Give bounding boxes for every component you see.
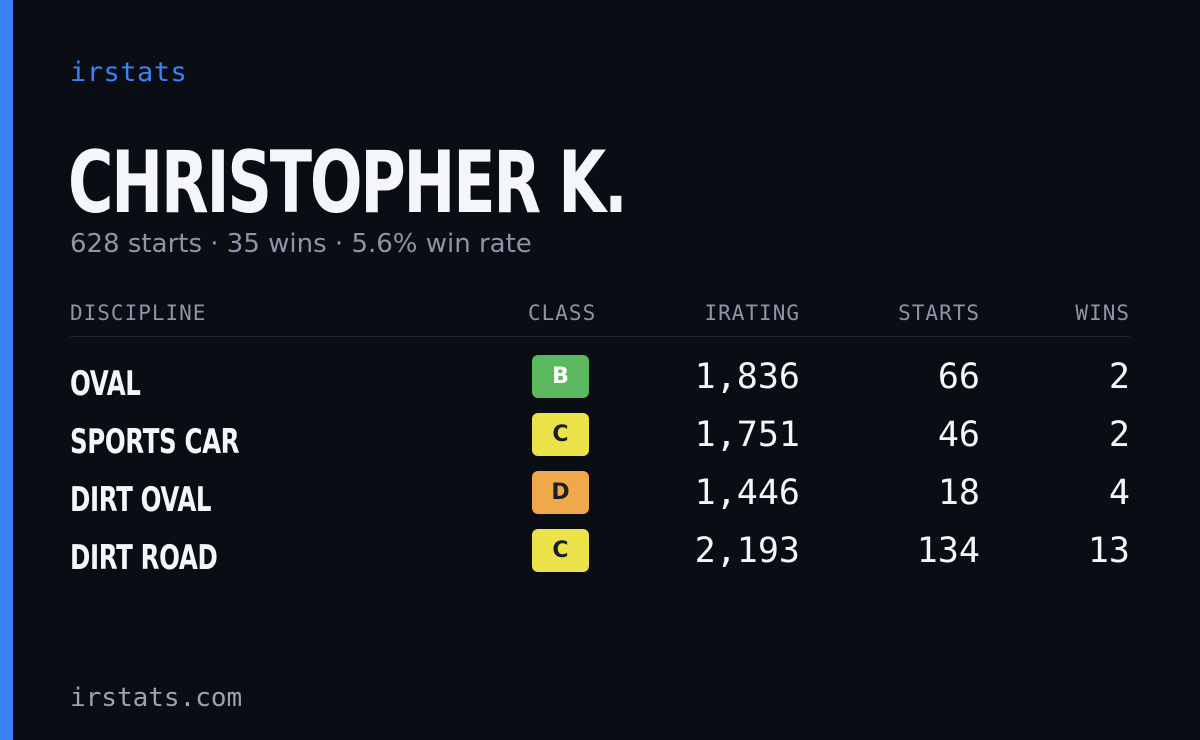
class-badge: C [532,529,589,572]
table-row: OVAL B 1,836 66 2 [70,353,1130,411]
table-row: DIRT OVAL D 1,446 18 4 [70,469,1130,527]
table-row: SPORTS CAR C 1,751 46 2 [70,411,1130,469]
wins-cell: 2 [1108,357,1130,397]
column-header-discipline: DISCIPLINE [70,301,207,325]
starts-cell: 18 [937,473,980,513]
class-badge: B [532,355,589,398]
column-header-starts: STARTS [898,301,980,325]
irating-cell: 2,193 [694,531,800,571]
starts-cell: 46 [937,415,980,455]
class-badge: C [532,413,589,456]
discipline-cell: DIRT OVAL [70,480,212,520]
irating-cell: 1,751 [694,415,800,455]
starts-cell: 66 [937,357,980,397]
table-header: DISCIPLINE CLASS IRATING STARTS WINS [70,296,1130,337]
driver-name: CHRISTOPHER K. [68,133,628,233]
footer-url[interactable]: irstats.com [70,683,243,713]
column-header-class: CLASS [528,301,597,325]
discipline-cell: SPORTS CAR [70,422,240,462]
column-header-wins: WINS [1075,301,1130,325]
stats-table: DISCIPLINE CLASS IRATING STARTS WINS OVA… [70,296,1130,585]
table-body: OVAL B 1,836 66 2 SPORTS CAR C 1,751 46 … [70,353,1130,585]
wins-cell: 2 [1108,415,1130,455]
accent-bar [0,0,13,740]
wins-cell: 13 [1087,531,1130,571]
brand-logo[interactable]: irstats [70,57,188,88]
discipline-cell: OVAL [70,364,141,404]
driver-summary: 628 starts · 35 wins · 5.6% win rate [70,229,532,259]
column-header-irating: IRATING [704,301,800,325]
table-row: DIRT ROAD C 2,193 134 13 [70,527,1130,585]
class-badge: D [532,471,589,514]
starts-cell: 134 [916,531,980,571]
irating-cell: 1,836 [694,357,800,397]
discipline-cell: DIRT ROAD [70,538,218,578]
irating-cell: 1,446 [694,473,800,513]
wins-cell: 4 [1108,473,1130,513]
